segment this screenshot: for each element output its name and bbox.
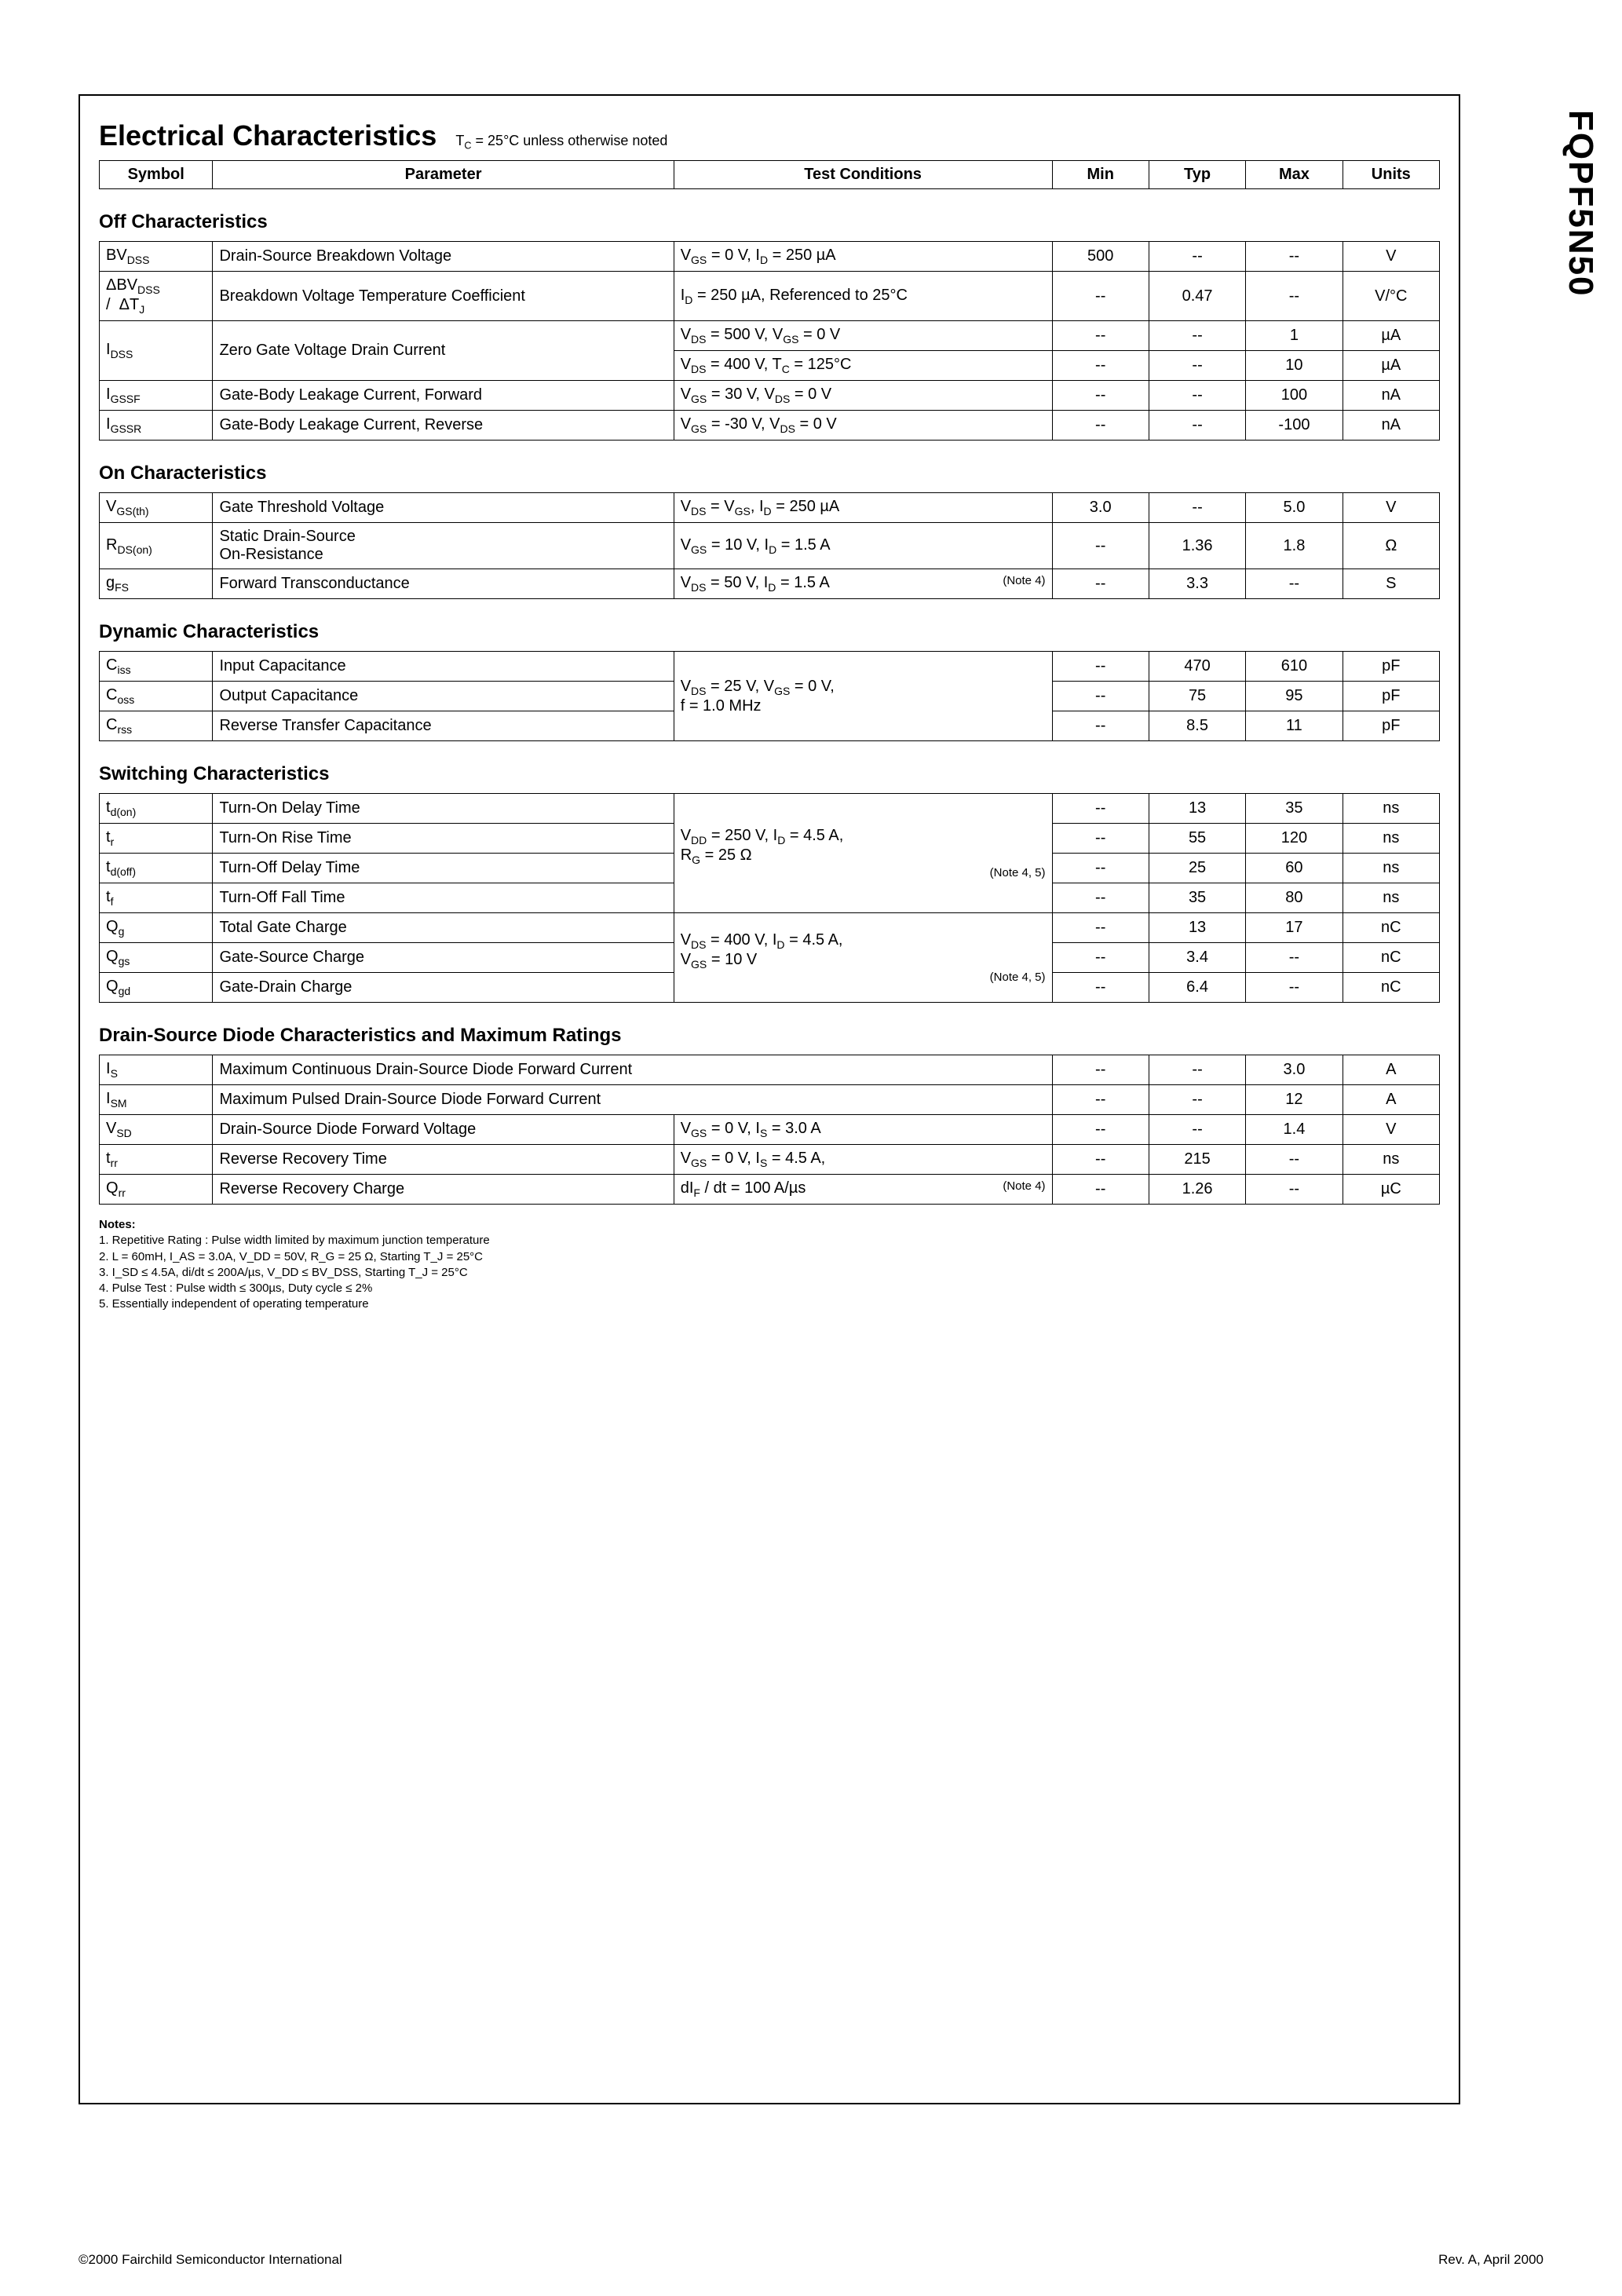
table-row: IGSSR Gate-Body Leakage Current, Reverse… [100, 411, 1440, 441]
table-diode: IS Maximum Continuous Drain-Source Diode… [99, 1055, 1440, 1205]
section-diode-title: Drain-Source Diode Characteristics and M… [99, 1025, 1440, 1047]
section-sw-title: Switching Characteristics [99, 763, 1440, 785]
section-on-title: On Characteristics [99, 462, 1440, 484]
notes-title: Notes: [99, 1217, 1440, 1233]
table-row: IS Maximum Continuous Drain-Source Diode… [100, 1055, 1440, 1085]
table-dyn: Ciss Input Capacitance VDS = 25 V, VGS =… [99, 651, 1440, 741]
heading-row: Electrical Characteristics TC = 25°C unl… [99, 119, 1440, 152]
table-row: IDSS Zero Gate Voltage Drain Current VDS… [100, 321, 1440, 351]
table-row: Qrr Reverse Recovery Charge dIF / dt = 1… [100, 1175, 1440, 1205]
part-number-vertical: FQPF5N50 [1561, 110, 1600, 298]
note-line: 1. Repetitive Rating : Pulse width limit… [99, 1233, 1440, 1249]
notes-block: Notes: 1. Repetitive Rating : Pulse widt… [99, 1217, 1440, 1313]
note-line: 2. L = 60mH, I_AS = 3.0A, V_DD = 50V, R_… [99, 1249, 1440, 1265]
table-on: VGS(th) Gate Threshold Voltage VDS = VGS… [99, 492, 1440, 599]
main-heading: Electrical Characteristics [99, 119, 437, 152]
note-line: 3. I_SD ≤ 4.5A, di/dt ≤ 200A/µs, V_DD ≤ … [99, 1265, 1440, 1281]
page-footer: ©2000 Fairchild Semiconductor Internatio… [79, 2252, 1543, 2268]
footer-right: Rev. A, April 2000 [1438, 2252, 1543, 2268]
main-subcondition: TC = 25°C unless otherwise noted [455, 133, 667, 148]
hdr-symbol: Symbol [100, 161, 213, 189]
table-row: RDS(on) Static Drain-SourceOn-Resistance… [100, 523, 1440, 569]
table-row: VSD Drain-Source Diode Forward Voltage V… [100, 1115, 1440, 1145]
table-row: BVDSS Drain-Source Breakdown Voltage VGS… [100, 242, 1440, 272]
table-row: trr Reverse Recovery Time VGS = 0 V, IS … [100, 1145, 1440, 1175]
hdr-param: Parameter [213, 161, 674, 189]
table-row: ΔBVDSS/ ΔTJ Breakdown Voltage Temperatur… [100, 272, 1440, 321]
hdr-min: Min [1052, 161, 1149, 189]
table-row: VGS(th) Gate Threshold Voltage VDS = VGS… [100, 493, 1440, 523]
table-row: Ciss Input Capacitance VDS = 25 V, VGS =… [100, 652, 1440, 682]
footer-left: ©2000 Fairchild Semiconductor Internatio… [79, 2252, 342, 2268]
table-off: BVDSS Drain-Source Breakdown Voltage VGS… [99, 241, 1440, 441]
datasheet-page: FQPF5N50 Electrical Characteristics TC =… [0, 0, 1622, 2296]
section-dyn-title: Dynamic Characteristics [99, 621, 1440, 643]
table-row: IGSSF Gate-Body Leakage Current, Forward… [100, 381, 1440, 411]
note-line: 4. Pulse Test : Pulse width ≤ 300µs, Dut… [99, 1281, 1440, 1296]
note-line: 5. Essentially independent of operating … [99, 1296, 1440, 1312]
hdr-typ: Typ [1149, 161, 1245, 189]
table-row: ISM Maximum Pulsed Drain-Source Diode Fo… [100, 1085, 1440, 1115]
table-sw: td(on) Turn-On Delay Time VDD = 250 V, I… [99, 793, 1440, 1003]
hdr-max: Max [1246, 161, 1343, 189]
hdr-units: Units [1343, 161, 1439, 189]
table-row: Qg Total Gate Charge VDS = 400 V, ID = 4… [100, 913, 1440, 943]
table-row: td(on) Turn-On Delay Time VDD = 250 V, I… [100, 794, 1440, 824]
hdr-cond: Test Conditions [674, 161, 1052, 189]
header-table: Symbol Parameter Test Conditions Min Typ… [99, 160, 1440, 189]
section-off-title: Off Characteristics [99, 211, 1440, 233]
table-row: gFS Forward Transconductance VDS = 50 V,… [100, 569, 1440, 599]
content-frame: Electrical Characteristics TC = 25°C unl… [79, 94, 1460, 2104]
